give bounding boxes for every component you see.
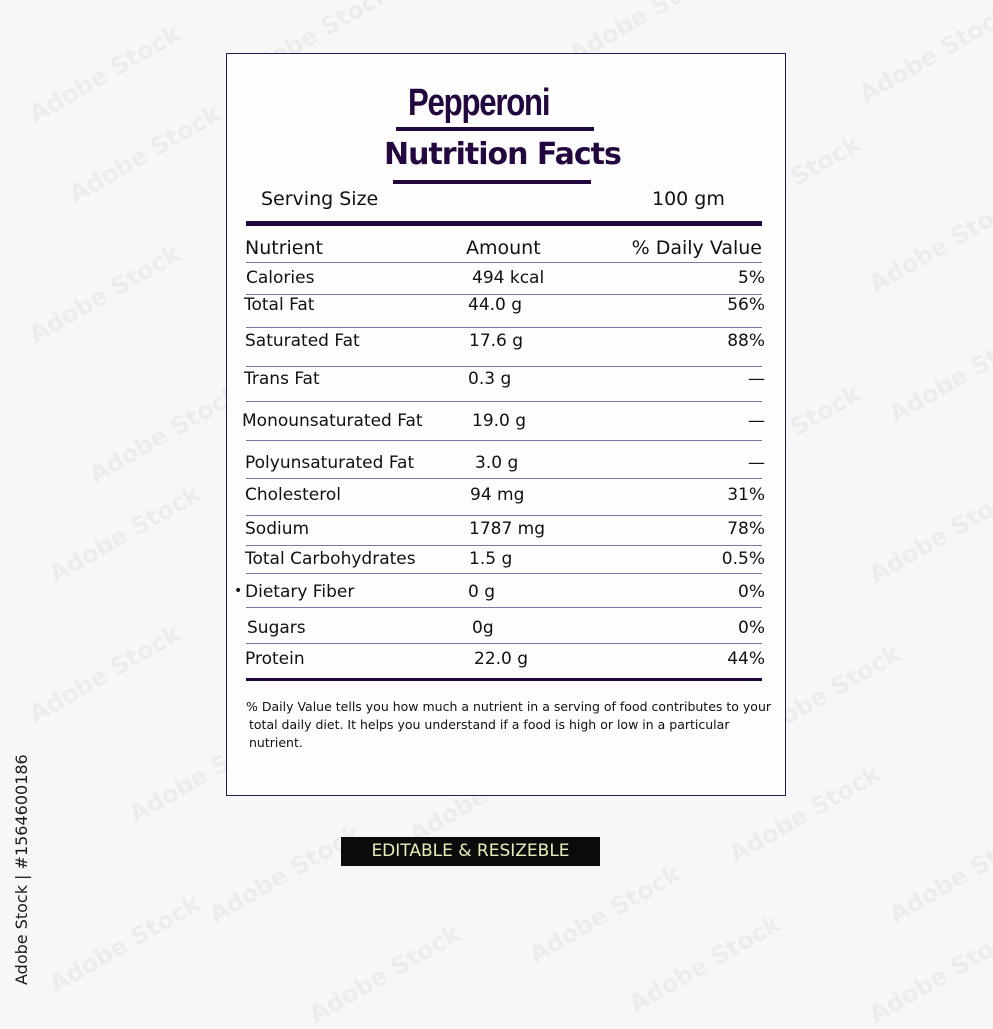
row-divider <box>246 366 762 367</box>
watermark-text: Adobe Stock <box>864 190 993 299</box>
row-divider <box>246 440 762 441</box>
nutrient-amount: 22.0 g <box>474 649 529 669</box>
nutrient-amount: 19.0 g <box>472 411 527 431</box>
daily-value-footnote: % Daily Value tells you how much a nutri… <box>246 698 776 752</box>
nutrient-name: Monounsaturated Fat <box>242 411 423 431</box>
column-header-daily-value: % Daily Value <box>631 237 762 259</box>
nutrient-name: Total Carbohydrates <box>245 549 416 569</box>
nutrient-name: Calories <box>246 268 315 288</box>
bullet-icon: • <box>234 583 243 599</box>
watermark-text: Adobe Stock <box>24 20 185 129</box>
watermark-text: Adobe Stock <box>64 100 225 209</box>
row-divider <box>246 573 762 574</box>
watermark-text: Adobe Stock <box>304 920 465 1029</box>
nutrient-daily-value: — <box>748 369 765 389</box>
nutrient-daily-value: 31% <box>727 485 765 505</box>
title-underline <box>396 127 594 131</box>
nutrient-amount: 44.0 g <box>468 295 523 315</box>
nutrient-amount: 494 kcal <box>472 268 545 288</box>
nutrient-daily-value: 0% <box>738 618 765 638</box>
nutrient-amount: 0.3 g <box>468 369 512 389</box>
watermark-text: Adobe Stock <box>864 480 993 589</box>
nutrient-daily-value: — <box>748 411 765 431</box>
nutrient-daily-value: — <box>748 453 765 473</box>
nutrient-amount: 1.5 g <box>469 549 513 569</box>
nutrient-name: Trans Fat <box>244 369 320 389</box>
row-divider <box>246 478 762 479</box>
nutrient-daily-value: 88% <box>727 331 765 351</box>
nutrient-daily-value: 44% <box>727 649 765 669</box>
nutrient-name: Sugars <box>247 618 306 638</box>
watermark-text: Adobe Stock <box>24 620 185 729</box>
nutrient-amount: 0g <box>472 618 494 638</box>
column-header-amount: Amount <box>466 237 541 259</box>
nutrition-label-card <box>226 53 786 796</box>
watermark-text: Adobe Stock <box>204 820 365 929</box>
nutrient-amount: 3.0 g <box>475 453 519 473</box>
footer-thick-rule <box>246 678 762 681</box>
nutrient-amount: 0 g <box>468 582 496 602</box>
row-divider <box>246 643 762 644</box>
watermark-text: Adobe Stock <box>854 0 993 108</box>
nutrient-daily-value: 56% <box>727 295 765 315</box>
editable-badge: EDITABLE & RESIZEBLE <box>341 837 600 866</box>
nutrient-daily-value: 0% <box>738 582 765 602</box>
nutrient-amount: 94 mg <box>470 485 525 505</box>
stock-id-vertical: Adobe Stock | #1564600186 <box>12 754 31 985</box>
watermark-text: Adobe Stock <box>44 480 205 589</box>
watermark-text: Adobe Stock <box>864 920 993 1029</box>
row-divider <box>246 401 762 402</box>
row-divider <box>246 294 762 295</box>
watermark-text: Adobe Stock <box>624 910 785 1019</box>
watermark-text: Adobe Stock <box>884 820 993 929</box>
nutrient-name: Dietary Fiber <box>245 582 355 602</box>
product-title: Pepperoni <box>408 82 551 124</box>
column-header-nutrient: Nutrient <box>245 237 323 259</box>
watermark-text: Adobe Stock <box>84 380 245 489</box>
row-divider <box>246 262 762 263</box>
row-divider <box>246 545 762 546</box>
row-divider <box>246 327 762 328</box>
nutrient-name: Protein <box>245 649 305 669</box>
watermark-text: Adobe Stock <box>884 320 993 429</box>
nutrient-daily-value: 0.5% <box>721 549 765 569</box>
nutrition-facts-heading: Nutrition Facts <box>384 137 622 172</box>
footnote-line-1: % Daily Value tells you how much a nutri… <box>246 699 772 714</box>
nutrient-name: Sodium <box>245 519 310 539</box>
nutrient-name: Polyunsaturated Fat <box>245 453 415 473</box>
header-thick-rule <box>246 221 762 226</box>
nutrient-amount: 1787 mg <box>469 519 546 539</box>
serving-size-label: Serving Size <box>261 188 379 210</box>
nutrient-daily-value: 78% <box>727 519 765 539</box>
serving-size-value: 100 gm <box>652 188 725 210</box>
nutrient-name: Total Fat <box>244 295 315 315</box>
row-divider <box>246 515 762 516</box>
nutrient-name: Saturated Fat <box>245 331 360 351</box>
watermark-text: Adobe Stock <box>24 240 185 349</box>
heading-underline <box>393 180 591 184</box>
footnote-line-2: total daily diet. It helps you understan… <box>249 717 730 750</box>
nutrient-amount: 17.6 g <box>469 331 524 351</box>
nutrient-daily-value: 5% <box>738 268 765 288</box>
watermark-text: Adobe Stock <box>524 860 685 969</box>
nutrient-name: Cholesterol <box>245 485 341 505</box>
row-divider <box>246 607 762 608</box>
watermark-text: Adobe Stock <box>44 890 205 999</box>
